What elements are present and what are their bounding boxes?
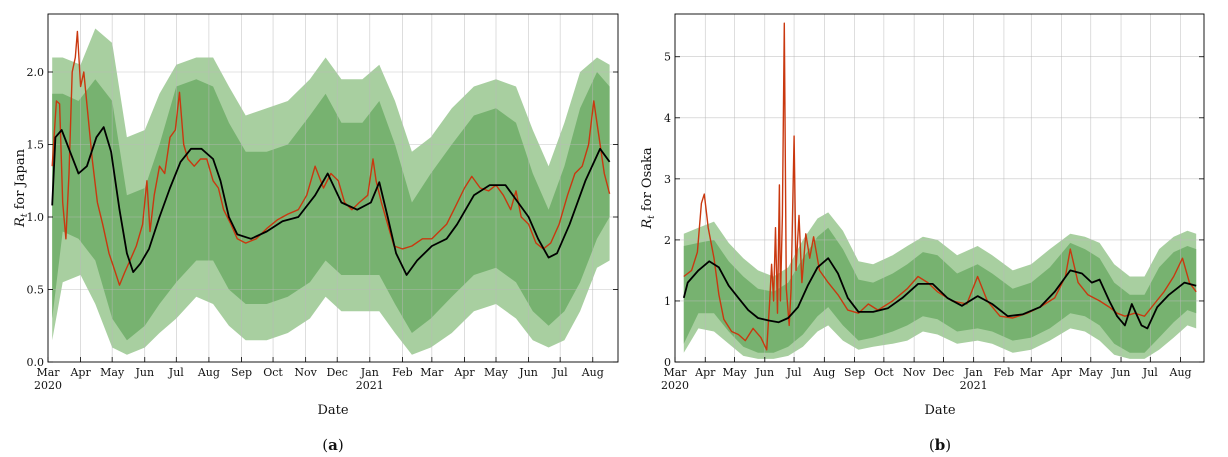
p0-plot-area: 0.0 0.5 1.0 1.5 2.0 Mar Apr May Jun Jul Aug Sep Oct N… <box>27 13 619 392</box>
p1-xtick-label-4: Jul <box>786 366 802 379</box>
p0-xtick-label-3: Jun <box>134 366 154 379</box>
p1-ytick-label-5: 5 <box>664 51 671 64</box>
p1-ytick-label-2: 2 <box>664 234 671 247</box>
p1-xtick-label-8: Nov <box>903 366 926 379</box>
p0-xtick-label-0: Mar <box>36 366 60 379</box>
p0-ytick-label-3: 1.5 <box>27 139 45 152</box>
x-axis-label-b: Date <box>924 403 955 418</box>
p0-smoothed-mean-line <box>51 126 611 276</box>
y-axis-label-b: Rt for Osaka <box>640 147 657 229</box>
p0-year-label-0: 2020 <box>34 379 62 392</box>
p1-xtick-label-5: Aug <box>812 366 835 379</box>
p0-xtick-label-4: Jul <box>168 366 184 379</box>
p1-year-label-0: 2020 <box>661 379 689 392</box>
p1-axes-frame <box>674 13 1205 363</box>
p1-xtick-label-3: Jun <box>754 366 774 379</box>
p1-xtick-label-6: Sep <box>844 366 865 379</box>
p0-xtick-label-7: Oct <box>263 366 283 379</box>
y-axis-label-a: Rt for Japan <box>13 148 30 228</box>
p1-xtick-label-11: Feb <box>994 366 1015 379</box>
panel-a-japan: 0.0 0.5 1.0 1.5 2.0 Mar Apr May Jun Jul Aug Sep Oct N… <box>13 13 619 454</box>
p0-xtick-label-14: May <box>484 366 509 379</box>
p1-xtick-label-7: Oct <box>874 366 894 379</box>
x-axis-label-a: Date <box>317 403 348 418</box>
p1-xtick-label-1: Apr <box>694 366 716 379</box>
p0-ytick-label-0: 0.0 <box>27 356 45 369</box>
p1-xtick-label-17: Aug <box>1169 366 1192 379</box>
p0-xtick-label-13: Apr <box>453 366 475 379</box>
p1-ytick-label-1: 1 <box>664 295 671 308</box>
p0-xtick-label-9: Dec <box>326 366 348 379</box>
caption-a: (a) <box>322 436 343 454</box>
p1-plot-area: 0 1 2 3 4 5 Mar Apr May Jun Jul Aug Sep Oct Nov Dec Jan F… <box>661 13 1205 392</box>
p1-xtick-label-12: Mar <box>1020 366 1044 379</box>
p1-xtick-label-10: Jan <box>964 366 983 379</box>
p0-ytick-label-2: 1.0 <box>27 211 45 224</box>
p0-xtick-label-8: Nov <box>294 366 317 379</box>
p0-xtick-label-12: Mar <box>420 366 444 379</box>
p0-xtick-label-1: Apr <box>69 366 91 379</box>
p1-smoothed-mean-line <box>682 257 1197 330</box>
p1-ytick-label-0: 0 <box>664 356 671 369</box>
caption-b: (b) <box>929 436 951 454</box>
p1-xtick-label-16: Jul <box>1142 366 1158 379</box>
p0-daily-estimate-line <box>51 30 611 286</box>
p0-xtick-label-5: Aug <box>197 366 220 379</box>
p0-axes-frame <box>47 13 619 363</box>
p1-xtick-label-14: May <box>1079 366 1104 379</box>
p1-ytick-label-4: 4 <box>664 112 671 125</box>
p0-xtick-label-6: Sep <box>231 366 252 379</box>
p0-inner-credible-band <box>52 72 610 341</box>
p1-daily-estimate-line <box>683 22 1197 351</box>
p1-xtick-label-15: Jun <box>1111 366 1131 379</box>
p0-ytick-label-1: 0.5 <box>27 284 45 297</box>
p0-xtick-label-15: Jun <box>518 366 538 379</box>
p1-xtick-label-0: Mar <box>663 366 687 379</box>
p1-xtick-label-2: May <box>723 366 748 379</box>
p0-xtick-label-10: Jan <box>360 366 379 379</box>
panel-b-osaka: 0 1 2 3 4 5 Mar Apr May Jun Jul Aug Sep Oct Nov Dec Jan F… <box>640 13 1205 454</box>
p0-xtick-label-16: Jul <box>552 366 568 379</box>
p1-xtick-label-9: Dec <box>933 366 955 379</box>
p1-year-label-1: 2021 <box>960 379 988 392</box>
p0-xtick-label-11: Feb <box>392 366 413 379</box>
p1-ytick-label-3: 3 <box>664 173 671 186</box>
p0-xtick-label-17: Aug <box>581 366 604 379</box>
p1-xtick-label-13: Apr <box>1050 366 1072 379</box>
p0-ytick-label-4: 2.0 <box>27 66 45 79</box>
p0-xtick-label-2: May <box>100 366 125 379</box>
p0-year-label-1: 2021 <box>356 379 384 392</box>
